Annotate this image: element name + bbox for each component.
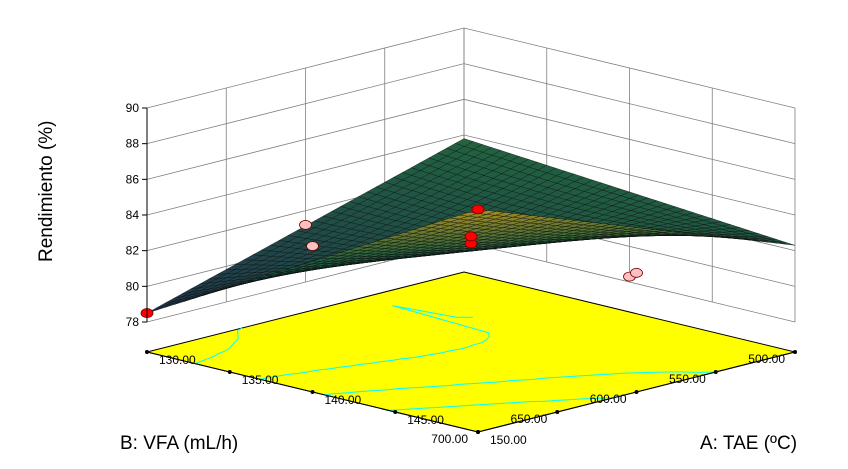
- x-tick-label: 140.00: [325, 393, 362, 407]
- contour-line: [194, 327, 243, 365]
- y-tick-label: 650.00: [511, 412, 548, 426]
- design-point: [464, 231, 478, 242]
- z-tick-label: 86: [126, 172, 140, 186]
- z-tick-label: 78: [126, 315, 140, 329]
- y-tick-label: 500.00: [748, 352, 785, 366]
- y-tick-label: 550.00: [669, 372, 706, 386]
- z-tick-label: 84: [126, 208, 140, 222]
- floor-layer: [146, 271, 796, 433]
- design-points-layer: [140, 204, 643, 318]
- wall-grid-line: [146, 63, 796, 145]
- x-tick-mark: [310, 390, 315, 394]
- x-tick-mark: [476, 430, 480, 434]
- x-tick-mark: [227, 370, 232, 374]
- x-tick-label: 145.00: [407, 413, 444, 427]
- z-tick-label: 80: [126, 279, 140, 293]
- y-tick-label: 700.00: [431, 432, 468, 446]
- wall-grid-line: [146, 27, 796, 109]
- floor-plane: [146, 271, 796, 433]
- x-tick-label: 150.00: [490, 433, 527, 447]
- y-tick-mark: [713, 370, 718, 374]
- contour-line: [324, 371, 716, 396]
- design-point: [630, 267, 643, 278]
- y-tick-mark: [634, 390, 639, 394]
- z-axis-title: Rendimiento (%): [36, 121, 57, 263]
- x-tick-label: 135.00: [242, 373, 279, 387]
- z-tick-label: 90: [126, 101, 140, 115]
- x-tick-mark: [393, 410, 398, 414]
- design-point: [306, 241, 319, 251]
- x-axis-title: A: TAE (ºC): [700, 433, 797, 454]
- y-tick-mark: [793, 350, 797, 354]
- axes-layer: [142, 107, 797, 434]
- tick-labels-layer: 78 80 82 84 86 88 90 500.00 550.00 600.00 650.00 70…: [126, 101, 786, 447]
- design-point: [299, 220, 312, 230]
- z-tick-label: 82: [126, 244, 140, 258]
- surface-layer: [146, 138, 796, 314]
- x-tick-label: 130.00: [159, 353, 196, 367]
- y-tick-label: 600.00: [590, 392, 627, 406]
- design-point: [471, 204, 485, 215]
- contour-line: [388, 395, 621, 411]
- y-axis-title: B: VFA (mL/h): [120, 433, 238, 454]
- z-tick-label: 88: [126, 137, 140, 151]
- contour-line: [259, 305, 490, 380]
- x-tick-mark: [145, 350, 149, 354]
- y-tick-mark: [555, 410, 560, 414]
